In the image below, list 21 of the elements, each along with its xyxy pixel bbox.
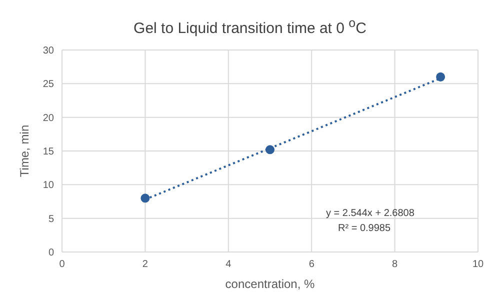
y-tick-label: 5 xyxy=(48,214,54,225)
y-tick-label: 30 xyxy=(42,46,54,57)
annotation: R² = 0.9985 xyxy=(338,223,391,234)
x-tick-label: 10 xyxy=(472,259,484,270)
x-tick-label: 0 xyxy=(59,259,66,270)
point xyxy=(436,72,446,82)
y-tick-label: 10 xyxy=(42,180,54,192)
point xyxy=(265,145,275,154)
y-tick-label: 25 xyxy=(42,79,54,90)
x-tick-label: 2 xyxy=(142,259,148,270)
y-tick-label: 20 xyxy=(42,112,54,124)
x-axis-title: concentration, % xyxy=(225,277,316,291)
chart-title: Gel to Liquid transition time at 0 $^{o}$C xyxy=(132,15,368,39)
annotation: y = 2.544x + 2.6808 xyxy=(326,208,414,219)
x-tick-label: 8 xyxy=(392,259,398,270)
y-tick-label: 0 xyxy=(48,248,54,259)
point xyxy=(140,194,150,203)
x-tick-label: 4 xyxy=(226,259,232,270)
y-tick-label: 15 xyxy=(42,146,54,158)
x-tick-label: 6 xyxy=(308,259,315,270)
y-axis-title: Time, min xyxy=(17,124,32,178)
